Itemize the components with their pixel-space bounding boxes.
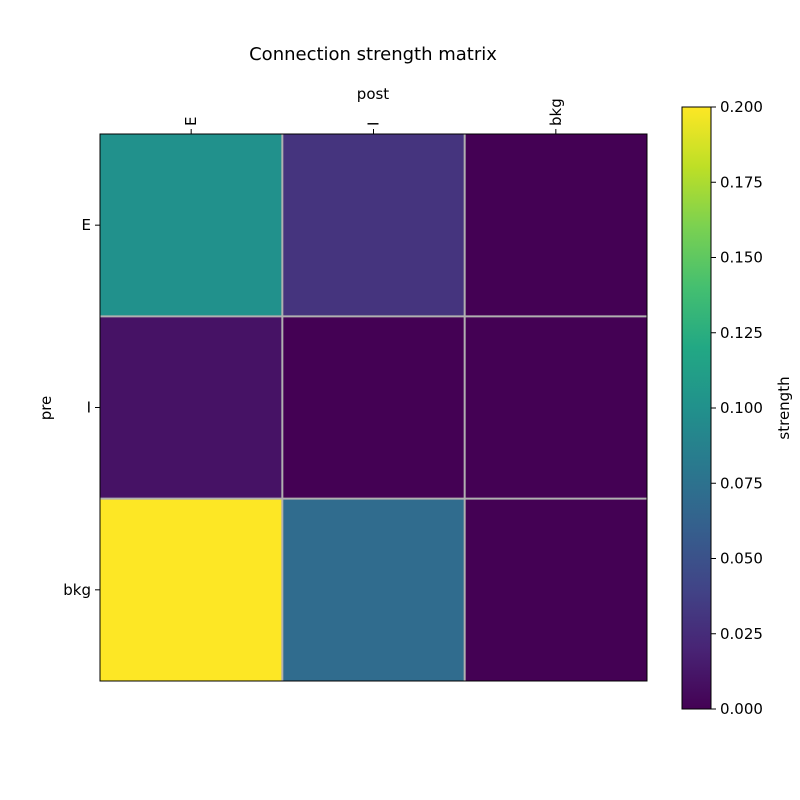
- heatmap-cells: [100, 134, 647, 681]
- colorbar-tick-label: 0.150: [720, 249, 763, 267]
- heatmap-cell-E-I: [282, 134, 465, 317]
- x-tick-label-E: E: [182, 117, 200, 126]
- colorbar-tick-label: 0.050: [720, 550, 763, 568]
- y-tick-label-bkg: bkg: [63, 581, 91, 599]
- chart-title: Connection strength matrix: [249, 44, 497, 65]
- colorbar-tick-label: 0.125: [720, 324, 763, 342]
- heatmap-cell-bkg-bkg: [464, 498, 647, 681]
- x-axis-label: post: [357, 85, 390, 103]
- colorbar-ticks: 0.000 0.025 0.050 0.075 0.100 0.125 0.150 0.175…: [711, 98, 763, 718]
- colorbar-tick-label: 0.075: [720, 474, 763, 492]
- heatmap-cell-bkg-E: [100, 498, 283, 681]
- y-tick-label-I: I: [87, 399, 91, 417]
- colorbar-tick-label: 0.000: [720, 700, 763, 718]
- colorbar-tick-label: 0.200: [720, 98, 763, 116]
- x-tick-label-I: I: [365, 122, 383, 126]
- colorbar: [681, 106, 712, 710]
- heatmap-cell-I-bkg: [464, 316, 647, 499]
- colorbar-tick-label: 0.100: [720, 399, 763, 417]
- heatmap-cell-E-E: [100, 134, 283, 317]
- colorbar-tick-label: 0.025: [720, 625, 763, 643]
- heatmap-cell-bkg-I: [282, 498, 465, 681]
- heatmap-cell-I-E: [100, 316, 283, 499]
- heatmap-cell-I-I: [282, 316, 465, 499]
- grid-lines: [100, 134, 647, 681]
- y-tick-label-E: E: [82, 216, 91, 234]
- colorbar-tick-label: 0.175: [720, 173, 763, 191]
- y-axis-label: pre: [37, 396, 55, 421]
- x-tick-label-bkg: bkg: [547, 98, 565, 126]
- heatmap-cell-E-bkg: [464, 134, 647, 317]
- colorbar-label: strength: [775, 376, 793, 439]
